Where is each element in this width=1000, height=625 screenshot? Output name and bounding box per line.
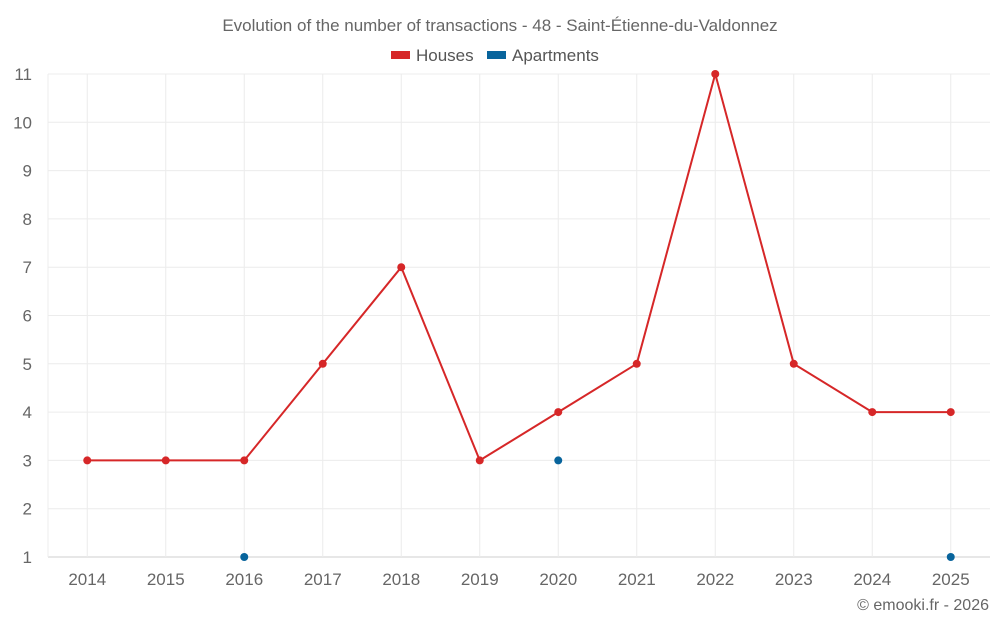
x-axis: 2014 2015 2016 2017 2018 2019 2020 2021 2022 2023… [68, 570, 969, 589]
y-tick-label: 9 [23, 162, 32, 181]
y-tick-label: 7 [23, 258, 32, 277]
legend-swatch-apartments [487, 51, 506, 59]
data-point-apartments[interactable] [240, 553, 249, 561]
series-line-houses [87, 70, 951, 462]
x-tick-label: 2021 [618, 570, 656, 589]
legend-swatch-houses [391, 51, 410, 59]
y-tick-label: 11 [14, 65, 32, 84]
x-tick-label: 2023 [775, 570, 813, 589]
series [83, 70, 955, 561]
data-point-houses[interactable] [868, 408, 877, 417]
y-tick-label: 1 [23, 548, 32, 567]
x-tick-label: 2018 [382, 570, 420, 589]
data-point-apartments[interactable] [946, 553, 955, 561]
data-point-houses[interactable] [554, 408, 563, 417]
y-tick-label: 4 [23, 403, 32, 422]
data-point-houses[interactable] [789, 359, 798, 368]
series-houses [83, 70, 955, 465]
y-tick-label: 5 [23, 355, 32, 374]
x-tick-label: 2016 [225, 570, 263, 589]
legend-item-houses[interactable]: Houses [391, 46, 474, 65]
series-apartments [240, 456, 955, 561]
legend-label-houses: Houses [416, 46, 474, 65]
data-point-houses[interactable] [946, 408, 955, 417]
legend-item-apartments[interactable]: Apartments [487, 46, 599, 65]
data-point-houses[interactable] [83, 456, 92, 465]
data-point-houses[interactable] [632, 359, 641, 368]
x-tick-label: 2020 [539, 570, 577, 589]
data-point-houses[interactable] [318, 359, 327, 368]
y-tick-label: 8 [23, 210, 32, 229]
x-tick-label: 2014 [68, 570, 106, 589]
data-point-houses[interactable] [475, 456, 484, 465]
credit-text: © emooki.fr - 2026 [857, 597, 989, 614]
chart-title: Evolution of the number of transactions … [222, 16, 777, 35]
legend: Houses Apartments [391, 46, 599, 65]
x-tick-label: 2024 [853, 570, 891, 589]
x-tick-label: 2019 [461, 570, 499, 589]
x-tick-label: 2017 [304, 570, 342, 589]
x-tick-label: 2025 [932, 570, 970, 589]
grid [47, 73, 990, 558]
y-axis: 1 2 3 4 5 6 7 8 9 10 11 [13, 65, 32, 567]
data-point-houses[interactable] [240, 456, 249, 465]
data-point-apartments[interactable] [554, 456, 563, 465]
x-tick-label: 2022 [696, 570, 734, 589]
y-tick-label: 3 [23, 451, 32, 470]
y-tick-label: 10 [13, 113, 32, 132]
data-point-houses[interactable] [161, 456, 170, 465]
x-tick-label: 2015 [147, 570, 185, 589]
data-point-houses[interactable] [711, 70, 720, 78]
y-tick-label: 2 [23, 500, 32, 519]
data-point-houses[interactable] [397, 263, 406, 272]
y-tick-label: 6 [23, 307, 32, 326]
legend-label-apartments: Apartments [512, 46, 599, 65]
